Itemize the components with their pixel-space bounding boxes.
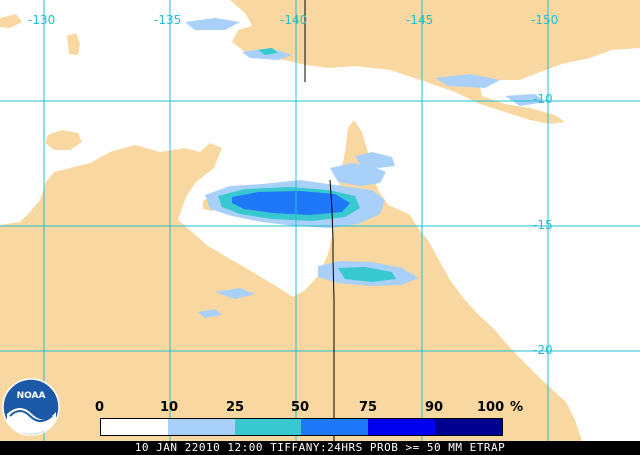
lon-label-145: -145 <box>406 13 434 27</box>
noaa-logo-icon: NOAA <box>2 378 60 436</box>
legend-swatch-90-100 <box>435 419 502 435</box>
melville-island <box>45 130 82 150</box>
lon-label-130: -130 <box>28 13 56 27</box>
legend-swatch-25-50 <box>234 419 302 435</box>
prob-band-northeast <box>355 152 395 168</box>
legend-label-0: 0 <box>95 400 105 415</box>
legend-label-25: 25 <box>226 400 245 415</box>
probability-band-southern-gulf <box>318 261 418 286</box>
prob-band-south-25-50 <box>338 267 396 282</box>
legend-label-50: 50 <box>291 400 310 415</box>
graticule <box>0 0 640 441</box>
island-aru <box>67 33 80 55</box>
legend-swatch-0-10 <box>101 419 168 435</box>
island-timor-east <box>0 14 22 28</box>
legend-swatch-10-25 <box>167 419 235 435</box>
prob-band-ng-4 <box>258 48 278 55</box>
prob-band-ng-1 <box>185 18 240 30</box>
legend-swatch-75-90 <box>368 419 436 435</box>
prob-band-cape-north <box>330 163 386 186</box>
new-guinea-landmass <box>230 0 640 124</box>
island-new-britain <box>600 0 640 22</box>
legend-label-75: 75 <box>359 400 378 415</box>
noaa-logo-text: NOAA <box>17 391 46 401</box>
legend-label-10: 10 <box>160 400 179 415</box>
lat-label-20: -20 <box>533 343 553 357</box>
lon-label-140: -140 <box>280 13 308 27</box>
prob-band-small-2 <box>198 309 222 318</box>
lat-label-10: -10 <box>533 92 553 106</box>
prob-band-50-75 <box>232 191 350 215</box>
political-borders <box>304 0 335 441</box>
prob-band-ng-5 <box>505 94 545 106</box>
prob-band-ng-3 <box>435 74 500 88</box>
prob-band-small-1 <box>215 288 255 299</box>
footer-caption: 10 JAN 22010 12:00 TIFFANY:24HRS PROB >=… <box>0 441 640 455</box>
legend-color-bar <box>100 418 503 436</box>
australia-landmass <box>0 120 582 441</box>
legend-label-100: 100 <box>477 400 505 415</box>
lat-label-15: -15 <box>533 218 553 232</box>
legend-unit: % <box>510 400 524 415</box>
legend-label-90: 90 <box>425 400 444 415</box>
lon-label-135: -135 <box>154 13 182 27</box>
lon-label-150: -150 <box>531 13 559 27</box>
legend-swatch-50-75 <box>301 419 369 435</box>
probability-band-gulf <box>205 152 395 228</box>
nt-qld-border <box>329 179 335 441</box>
